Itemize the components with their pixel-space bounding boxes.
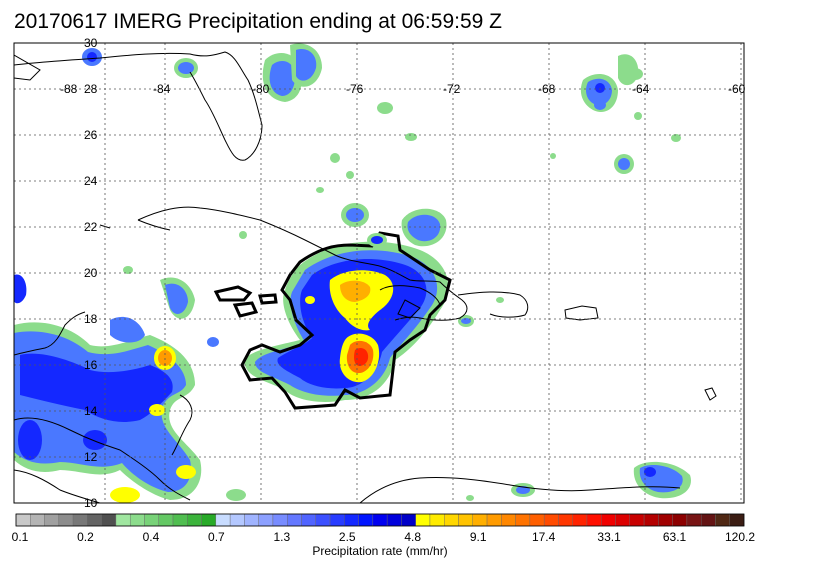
latitude-label: 12 bbox=[84, 450, 98, 464]
colorbar-swatch bbox=[72, 513, 88, 527]
colorbar-swatch bbox=[572, 513, 588, 527]
map-frame bbox=[13, 42, 745, 504]
longitude-label: -88 bbox=[60, 82, 78, 96]
colorbar-swatch bbox=[458, 513, 473, 527]
colorbar-swatch bbox=[515, 513, 531, 527]
colorbar-swatch bbox=[672, 513, 688, 527]
latitude-label: 26 bbox=[84, 128, 98, 142]
colorbar-swatch bbox=[686, 513, 702, 527]
longitude-label: -80 bbox=[252, 82, 270, 96]
colorbar-swatch bbox=[129, 513, 145, 527]
latitude-label: 14 bbox=[84, 404, 98, 418]
colorbar-swatch bbox=[586, 513, 602, 527]
highlight-contour bbox=[240, 231, 452, 410]
longitude-label: -64 bbox=[632, 82, 650, 96]
precipitation-field bbox=[14, 43, 691, 503]
longitude-label: -76 bbox=[346, 82, 364, 96]
colorbar-swatch bbox=[172, 513, 188, 527]
colorbar-swatch bbox=[501, 513, 516, 527]
latitude-label: 28 bbox=[84, 82, 98, 96]
latitude-label: 20 bbox=[84, 266, 98, 280]
colorbar-swatch bbox=[44, 513, 60, 527]
longitude-label: -72 bbox=[443, 82, 461, 96]
colorbar-swatch bbox=[615, 513, 631, 527]
colorbar-swatch bbox=[558, 513, 573, 527]
colorbar-swatch bbox=[386, 513, 402, 527]
colorbar-tick-label: 4.8 bbox=[404, 530, 422, 544]
colorbar-swatch bbox=[329, 513, 345, 527]
colorbar-tick-label: 0.4 bbox=[142, 530, 160, 544]
colorbar-swatch bbox=[144, 513, 159, 527]
colorbar-swatch bbox=[729, 513, 745, 527]
colorbar-swatch bbox=[115, 513, 131, 527]
colorbar-swatch bbox=[429, 513, 445, 527]
colorbar-swatch bbox=[401, 513, 416, 527]
colorbar-swatch bbox=[58, 513, 74, 527]
colorbar-swatch bbox=[301, 513, 316, 527]
colorbar-swatch bbox=[486, 513, 502, 527]
map-title: 20170617 IMERG Precipitation ending at 0… bbox=[14, 10, 502, 33]
latitude-label: 22 bbox=[84, 220, 98, 234]
colorbar-tick-label: 63.1 bbox=[662, 530, 687, 544]
colorbar-swatch bbox=[444, 513, 459, 527]
colorbar-swatch bbox=[543, 513, 559, 527]
colorbar-swatch bbox=[344, 513, 359, 527]
colorbar-tick-label: 9.1 bbox=[469, 530, 487, 544]
longitude-label: -60 bbox=[728, 82, 746, 96]
central-storm bbox=[244, 241, 449, 402]
colorbar-tick-label: 2.5 bbox=[338, 530, 356, 544]
colorbar-swatch bbox=[315, 513, 331, 527]
colorbar-swatch bbox=[415, 513, 431, 527]
colorbar-swatch bbox=[258, 513, 274, 527]
colorbar-swatch bbox=[629, 513, 645, 527]
colorbar-swatch bbox=[472, 513, 488, 527]
colorbar-tick-label: 17.4 bbox=[531, 530, 556, 544]
longitude-label: -84 bbox=[153, 82, 171, 96]
colorbar-swatch bbox=[700, 513, 716, 527]
colorbar-tick-label: 120.2 bbox=[724, 530, 756, 544]
longitude-labels: -88 -84 -80 -76 -72 -68 -64 -60 bbox=[60, 82, 746, 96]
colorbar-tick-label: 1.3 bbox=[273, 530, 291, 544]
colorbar-swatch bbox=[715, 513, 730, 527]
latitude-label: 18 bbox=[84, 312, 98, 326]
colorbar-swatch bbox=[187, 513, 202, 527]
colorbar-swatch bbox=[101, 513, 117, 527]
colorbar-swatch bbox=[643, 513, 659, 527]
colorbar-swatch bbox=[201, 513, 217, 527]
northeast-storms bbox=[550, 54, 681, 174]
colorbar-swatch bbox=[358, 513, 374, 527]
colorbar-swatch bbox=[529, 513, 545, 527]
latitude-label: 16 bbox=[84, 358, 98, 372]
colorbar-swatch bbox=[30, 513, 45, 527]
colorbar-swatch bbox=[287, 513, 302, 527]
colorbar-swatch bbox=[658, 513, 673, 527]
colorbar-tick-label: 0.2 bbox=[77, 530, 94, 544]
colorbar-swatch bbox=[229, 513, 245, 527]
colorbar-swatch bbox=[272, 513, 288, 527]
colorbar-swatch bbox=[244, 513, 259, 527]
colorbar-swatch bbox=[15, 513, 31, 527]
west-storms bbox=[14, 266, 219, 503]
southeast-storms bbox=[226, 461, 691, 501]
colorbar-swatch bbox=[215, 513, 231, 527]
coastlines bbox=[14, 51, 717, 503]
colorbar-tick-label: 0.7 bbox=[208, 530, 225, 544]
colorbar-swatch bbox=[87, 513, 102, 527]
colorbar-title: Precipitation rate (mm/hr) bbox=[312, 544, 448, 558]
latitude-label: 24 bbox=[84, 174, 98, 188]
colorbar-swatch bbox=[158, 513, 174, 527]
colorbar-swatch bbox=[601, 513, 616, 527]
colorbar-swatch bbox=[372, 513, 388, 527]
colorbar bbox=[15, 513, 745, 527]
colorbar-tick-label: 0.1 bbox=[11, 530, 29, 544]
longitude-label: -68 bbox=[538, 82, 556, 96]
colorbar-tick-label: 33.1 bbox=[597, 530, 621, 544]
